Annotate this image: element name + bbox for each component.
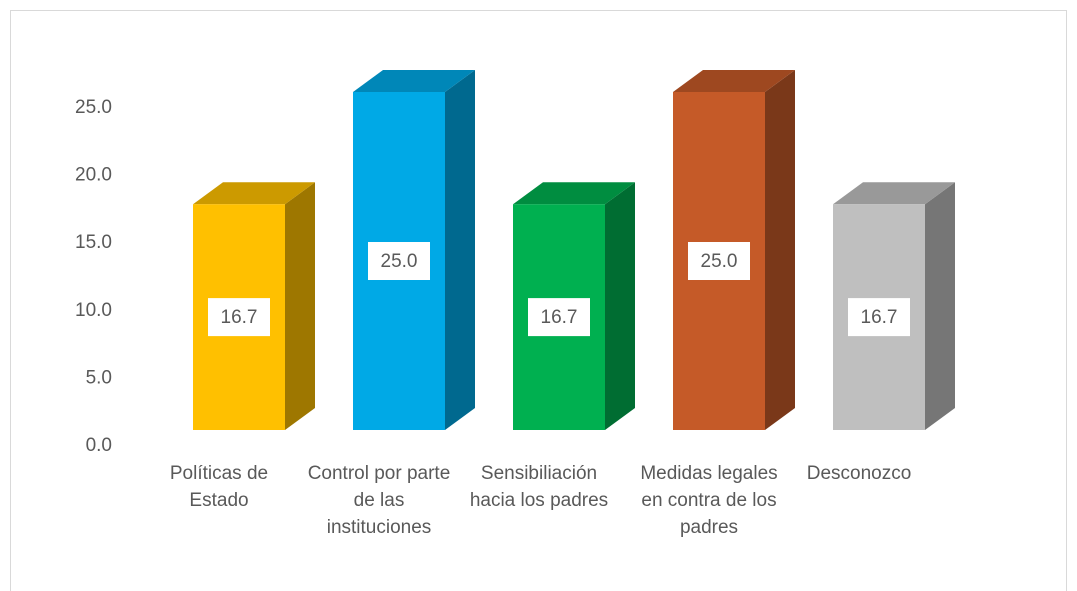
value-label-box — [688, 242, 750, 280]
x-tick-label: Control por parte de las instituciones — [307, 463, 451, 538]
value-label-box — [368, 242, 430, 280]
x-tick-label: Políticas de Estado — [169, 463, 269, 511]
y-tick-label: 5.0 — [86, 367, 112, 388]
bar-side — [765, 70, 795, 430]
bar-side — [925, 182, 955, 430]
bar-top — [673, 70, 795, 92]
bar-top — [193, 182, 315, 205]
bar-top — [513, 182, 635, 205]
y-tick-label: 20.0 — [75, 165, 112, 186]
bar-side — [445, 70, 475, 430]
value-label: 25.0 — [381, 251, 418, 272]
value-label-box — [848, 298, 910, 337]
x-tick-label: Sensibiliación hacia los padres — [469, 463, 609, 511]
value-label-box — [528, 298, 590, 337]
bar-side — [605, 182, 635, 430]
value-label: 16.7 — [541, 307, 578, 328]
y-tick-label: 10.0 — [75, 300, 112, 321]
x-tick-label: Desconozco — [806, 463, 912, 484]
value-label: 25.0 — [701, 251, 738, 272]
bar-side — [285, 182, 315, 430]
y-tick-label: 15.0 — [75, 232, 112, 253]
value-label: 16.7 — [861, 307, 898, 328]
bar-top — [833, 182, 955, 205]
y-tick-label: 0.0 — [86, 435, 112, 456]
y-tick-label: 25.0 — [75, 97, 112, 118]
chart-border — [10, 10, 1067, 591]
value-label: 16.7 — [221, 307, 258, 328]
bar-top — [353, 70, 475, 92]
x-tick-label: Medidas legales en contra de los padres — [640, 463, 778, 538]
value-label-box — [208, 298, 270, 337]
